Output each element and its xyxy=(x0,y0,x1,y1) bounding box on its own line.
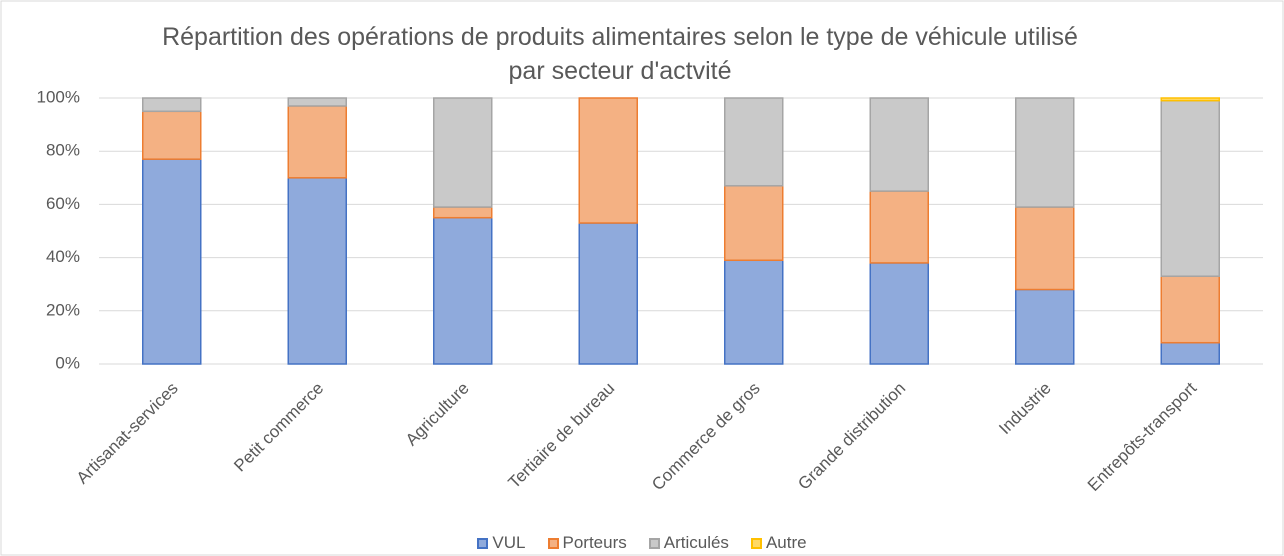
bar-segment xyxy=(433,97,493,208)
bar-segment xyxy=(287,97,347,107)
legend: VUL Porteurs Articulés Autre xyxy=(0,533,1284,553)
y-tick-label: 40% xyxy=(46,247,80,266)
legend-item: Autre xyxy=(750,533,807,553)
bar-segment xyxy=(1015,288,1075,365)
bar-segment xyxy=(578,97,638,224)
bar-segment xyxy=(287,105,347,179)
y-tick-label: 0% xyxy=(55,353,80,372)
legend-swatch xyxy=(750,537,762,549)
y-tick-label: 60% xyxy=(46,194,80,213)
y-tick-label: 100% xyxy=(37,87,80,106)
bar-segment xyxy=(1015,206,1075,291)
bar-segment xyxy=(1160,97,1220,102)
bar-segment xyxy=(578,222,638,365)
chart-title: Répartition des opérations de produits a… xyxy=(162,23,1078,85)
bar-segment xyxy=(724,185,784,262)
legend-swatch xyxy=(547,537,559,549)
legend-label: Articulés xyxy=(663,533,729,552)
y-tick-label: 20% xyxy=(46,300,80,319)
legend-item: Porteurs xyxy=(547,533,627,553)
legend-item: VUL xyxy=(477,533,526,553)
bar-segment xyxy=(869,97,929,192)
y-tick-label: 80% xyxy=(46,141,80,160)
bar-segment xyxy=(724,259,784,365)
bar-segment xyxy=(433,206,493,219)
legend-item: Articulés xyxy=(648,533,729,553)
legend-label: Porteurs xyxy=(562,533,627,552)
bar-segment xyxy=(869,262,929,365)
bar-segment xyxy=(287,177,347,365)
bar-segment xyxy=(869,190,929,264)
legend-swatch xyxy=(648,537,660,549)
legend-swatch xyxy=(477,537,489,549)
bar-segment xyxy=(1160,275,1220,344)
bar-segment xyxy=(1160,99,1220,277)
legend-label: Autre xyxy=(765,533,807,552)
bar-segment xyxy=(1015,97,1075,208)
bar-segment xyxy=(142,97,202,113)
bar-segment xyxy=(1160,341,1220,365)
bar-segment xyxy=(724,97,784,187)
bar-segment xyxy=(433,216,493,365)
legend-label: VUL xyxy=(492,533,526,552)
bar-segment xyxy=(142,110,202,160)
bar-segment xyxy=(142,158,202,365)
